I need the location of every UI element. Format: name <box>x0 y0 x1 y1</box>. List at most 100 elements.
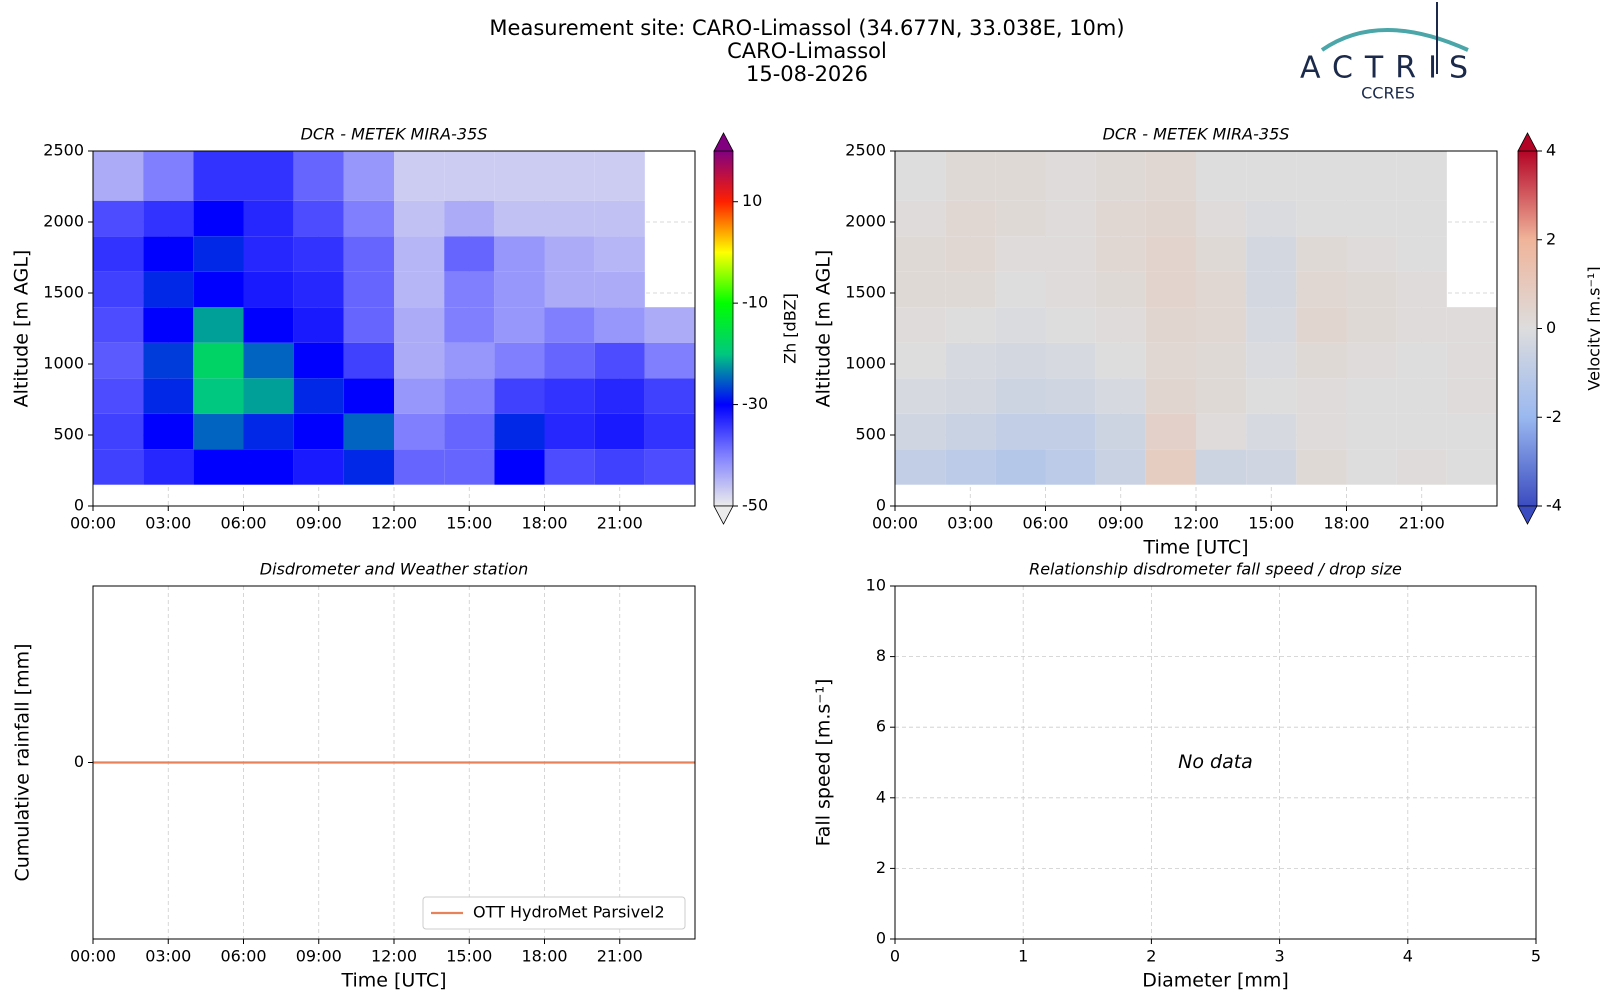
heatmap-cell <box>1446 342 1497 379</box>
heatmap-cell <box>644 413 695 450</box>
y-tick-label: 1000 <box>43 354 84 373</box>
x-tick-label: 1 <box>1018 947 1028 966</box>
heatmap-cell <box>1045 236 1096 272</box>
chart-title: Disdrometer and Weather station <box>260 560 528 579</box>
heatmap-cell <box>394 449 445 485</box>
heatmap-cell <box>1196 307 1247 343</box>
heatmap-cell <box>1095 151 1146 201</box>
heatmap-cell <box>1396 236 1447 272</box>
heatmap-cell <box>544 449 595 485</box>
heatmap-cell <box>1396 200 1447 237</box>
heatmap-cell <box>1145 307 1196 343</box>
heatmap-cell <box>1095 413 1146 450</box>
heatmap-cell <box>945 151 996 201</box>
heatmap-cell <box>494 378 545 414</box>
heatmap-cell <box>1196 200 1247 237</box>
heatmap-cell <box>243 151 294 201</box>
y-tick-label: 0 <box>876 929 886 948</box>
x-tick-label: 00:00 <box>70 947 116 966</box>
heatmap-cell <box>143 307 194 343</box>
heatmap-cell <box>1296 449 1347 485</box>
heatmap-cell <box>1246 342 1297 379</box>
heatmap-cell <box>945 449 996 485</box>
heatmap-cell <box>1396 151 1447 201</box>
heatmap-cell <box>1145 342 1196 379</box>
heatmap-cell <box>594 236 645 272</box>
x-tick-label: 15:00 <box>446 514 492 533</box>
heatmap-cell <box>895 413 946 450</box>
heatmap-cell <box>594 271 645 308</box>
heatmap-cell <box>193 200 244 237</box>
heatmap-cell <box>444 378 495 414</box>
y-tick-label: 0 <box>74 752 84 771</box>
heatmap-cell <box>1396 378 1447 414</box>
chart-title: DCR - METEK MIRA-35S <box>1103 125 1290 144</box>
heatmap-cell <box>394 307 445 343</box>
heatmap-cell <box>394 378 445 414</box>
heatmap-cell <box>343 200 394 237</box>
y-tick-label: 8 <box>876 646 886 665</box>
colorbar-extend-top <box>713 132 734 152</box>
heatmap-cell <box>444 307 495 343</box>
heatmap-cell <box>644 449 695 485</box>
heatmap-cell <box>343 236 394 272</box>
logo-name: ACTRIS <box>1300 51 1480 86</box>
heatmap-cell <box>1296 307 1347 343</box>
x-tick-label: 21:00 <box>1399 514 1445 533</box>
heatmap-cell <box>1346 449 1397 485</box>
x-tick-label: 15:00 <box>446 947 492 966</box>
heatmap-cell <box>1296 342 1347 379</box>
heatmap-cell <box>293 151 344 201</box>
heatmap-cell <box>1296 271 1347 308</box>
heatmap-cell <box>1396 413 1447 450</box>
heatmap-cell <box>1396 342 1447 379</box>
colorbar-tick-label: 4 <box>1546 141 1556 160</box>
colorbar-tick-label: -50 <box>742 496 768 515</box>
heatmap-cell <box>1145 449 1196 485</box>
heatmap-cell <box>544 200 595 237</box>
x-tick-label: 09:00 <box>296 514 342 533</box>
heatmap-cell <box>544 342 595 379</box>
heatmap-cell <box>995 449 1046 485</box>
heatmap-cell <box>494 271 545 308</box>
heatmap-cell <box>945 271 996 308</box>
x-axis-label: Time [UTC] <box>1142 537 1248 559</box>
heatmap-cell <box>1145 236 1196 272</box>
heatmap-cell <box>1095 378 1146 414</box>
heatmap-cell <box>1095 342 1146 379</box>
colorbar-label: Zh [dBZ] <box>781 293 800 364</box>
x-axis-label: Diameter [mm] <box>1142 970 1289 992</box>
heatmap-cell <box>945 307 996 343</box>
colorbar-tick-label: -2 <box>1546 407 1562 426</box>
colorbar-tick-label: -4 <box>1546 496 1562 515</box>
heatmap-cell <box>143 151 194 201</box>
x-tick-label: 12:00 <box>371 514 417 533</box>
heatmap-cell <box>93 342 144 379</box>
heatmap-cell <box>995 200 1046 237</box>
heatmap-cell <box>1095 449 1146 485</box>
heatmap-cell <box>544 236 595 272</box>
heatmap-cell <box>1396 449 1447 485</box>
heatmap-cell <box>895 307 946 343</box>
heatmap-cell <box>1246 449 1297 485</box>
heatmap-cell <box>1045 449 1096 485</box>
heatmap-cell <box>444 200 495 237</box>
heatmap-cell <box>1246 378 1297 414</box>
heatmap-cell <box>293 200 344 237</box>
heatmap-cell <box>1045 307 1096 343</box>
heatmap-cell <box>1095 200 1146 237</box>
y-tick-label: 500 <box>53 425 84 444</box>
colorbar-extend-bottom <box>713 505 734 525</box>
y-tick-label: 6 <box>876 717 886 736</box>
heatmap-cell <box>1346 151 1397 201</box>
y-tick-label: 0 <box>876 496 886 515</box>
colorbar-tick-label: -30 <box>742 394 768 413</box>
heatmap-cell <box>293 378 344 414</box>
heatmap-cell <box>394 271 445 308</box>
heatmap-cell <box>343 271 394 308</box>
heatmap-cell <box>93 449 144 485</box>
x-tick-label: 21:00 <box>597 947 643 966</box>
heatmap-cell <box>1095 271 1146 308</box>
heatmap-cell <box>343 413 394 450</box>
